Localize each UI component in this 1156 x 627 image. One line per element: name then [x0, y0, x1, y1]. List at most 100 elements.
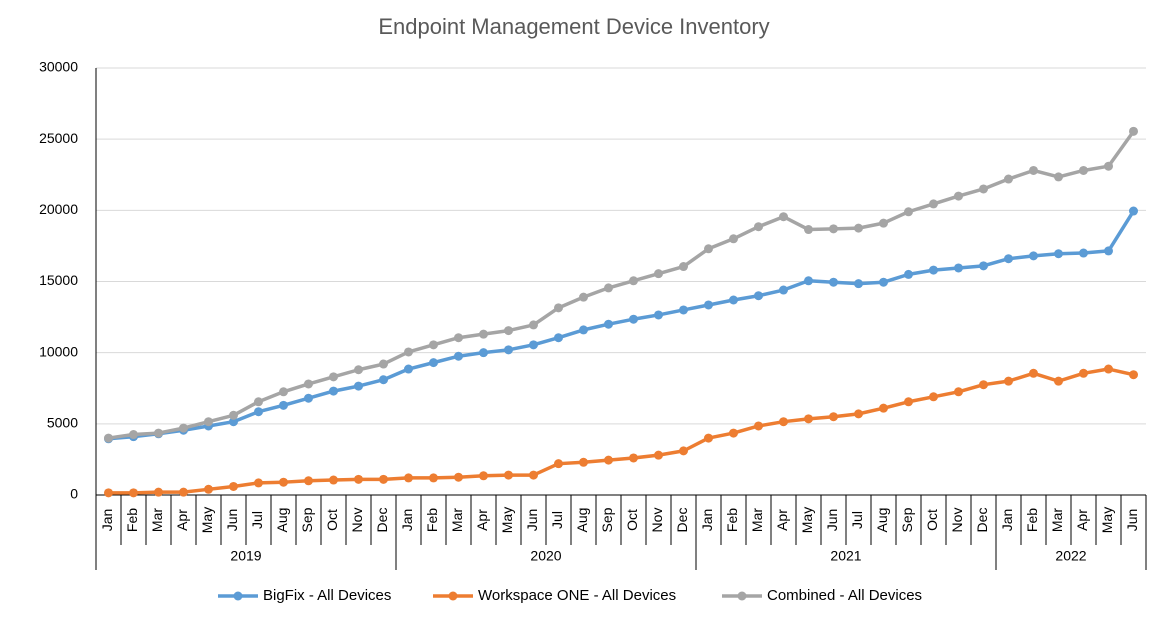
data-point — [429, 473, 438, 483]
data-point — [679, 446, 688, 456]
x-tick-label: Jan — [99, 509, 115, 532]
data-point — [629, 314, 638, 324]
data-point — [229, 417, 238, 427]
data-point — [879, 403, 888, 413]
data-point — [254, 407, 263, 417]
data-point — [804, 225, 813, 235]
data-point — [854, 279, 863, 289]
data-point — [104, 433, 113, 443]
data-point — [629, 276, 638, 286]
x-tick-label: Jul — [849, 511, 865, 529]
legend-marker — [448, 591, 458, 601]
data-point — [404, 347, 413, 357]
x-tick-label: Jan — [399, 509, 415, 532]
x-tick-label: Aug — [574, 508, 590, 533]
x-tick-label: Feb — [1024, 508, 1040, 532]
data-point — [129, 488, 138, 498]
x-tick-label: Jan — [699, 509, 715, 532]
x-tick-label: May — [799, 507, 815, 533]
data-point — [654, 310, 663, 320]
data-point — [754, 222, 763, 232]
series-line — [108, 130, 1135, 440]
data-point — [454, 333, 463, 343]
data-point — [479, 471, 488, 481]
data-point — [154, 487, 163, 497]
data-point — [1104, 161, 1113, 171]
data-point — [804, 276, 813, 286]
x-tick-label: Jul — [549, 511, 565, 529]
data-point — [854, 223, 863, 233]
data-point — [1029, 368, 1038, 378]
x-tick-label: Oct — [924, 509, 940, 531]
x-tick-label: Jun — [224, 509, 240, 532]
data-point — [704, 300, 713, 310]
data-point — [904, 269, 913, 279]
data-point — [929, 199, 938, 209]
legend-label: Workspace ONE - All Devices — [478, 587, 676, 604]
x-tick-label: Jul — [249, 511, 265, 529]
data-point — [679, 262, 688, 272]
legend-label: BigFix - All Devices — [263, 587, 391, 604]
data-point — [554, 303, 563, 313]
data-point — [529, 320, 538, 330]
data-point — [279, 400, 288, 410]
x-tick-label: Oct — [324, 509, 340, 531]
x-tick-label: Aug — [874, 508, 890, 533]
data-point — [329, 475, 338, 485]
data-point — [204, 417, 213, 427]
y-tick-label: 5000 — [47, 415, 78, 431]
data-point — [304, 393, 313, 403]
data-point — [354, 474, 363, 484]
data-point — [1029, 251, 1038, 261]
data-point — [979, 380, 988, 390]
x-tick-label: Dec — [374, 508, 390, 533]
data-point — [179, 487, 188, 497]
data-point — [779, 212, 788, 222]
data-point — [754, 421, 763, 431]
data-point — [704, 244, 713, 254]
data-point — [254, 397, 263, 407]
data-point — [1079, 248, 1088, 258]
data-point — [329, 386, 338, 396]
y-tick-label: 30000 — [39, 59, 78, 75]
data-point — [604, 283, 613, 293]
x-tick-label: Apr — [474, 509, 490, 531]
data-point — [379, 359, 388, 369]
data-point — [654, 450, 663, 460]
data-point — [579, 325, 588, 335]
data-point — [429, 358, 438, 368]
x-tick-label: Mar — [749, 508, 765, 532]
legend-label: Combined - All Devices — [767, 587, 922, 604]
legend-marker — [737, 591, 747, 601]
data-point — [804, 414, 813, 424]
data-point — [254, 478, 263, 488]
data-point — [604, 319, 613, 329]
data-point — [1004, 174, 1013, 184]
x-tick-label: May — [199, 507, 215, 533]
x-tick-label: May — [1099, 507, 1115, 533]
x-tick-label: Jun — [1124, 509, 1140, 532]
data-point — [929, 265, 938, 275]
x-tick-label: Sep — [299, 507, 315, 532]
data-point — [829, 224, 838, 234]
series-line — [108, 367, 1134, 495]
x-tick-label: Sep — [599, 507, 615, 532]
data-point — [129, 430, 138, 440]
legend-marker — [233, 591, 243, 601]
data-point — [204, 484, 213, 494]
data-point — [1079, 368, 1088, 378]
x-tick-label: Oct — [624, 509, 640, 531]
data-point — [554, 333, 563, 343]
data-point — [954, 191, 963, 201]
data-point — [604, 455, 613, 465]
x-tick-label: Nov — [349, 508, 365, 533]
data-point — [404, 364, 413, 374]
x-tick-label: May — [499, 507, 515, 533]
data-point — [304, 476, 313, 486]
data-point — [954, 263, 963, 273]
data-point — [854, 409, 863, 419]
data-point — [1104, 246, 1113, 256]
x-group-label: 2019 — [230, 548, 261, 564]
data-point — [904, 397, 913, 407]
data-point — [954, 387, 963, 397]
